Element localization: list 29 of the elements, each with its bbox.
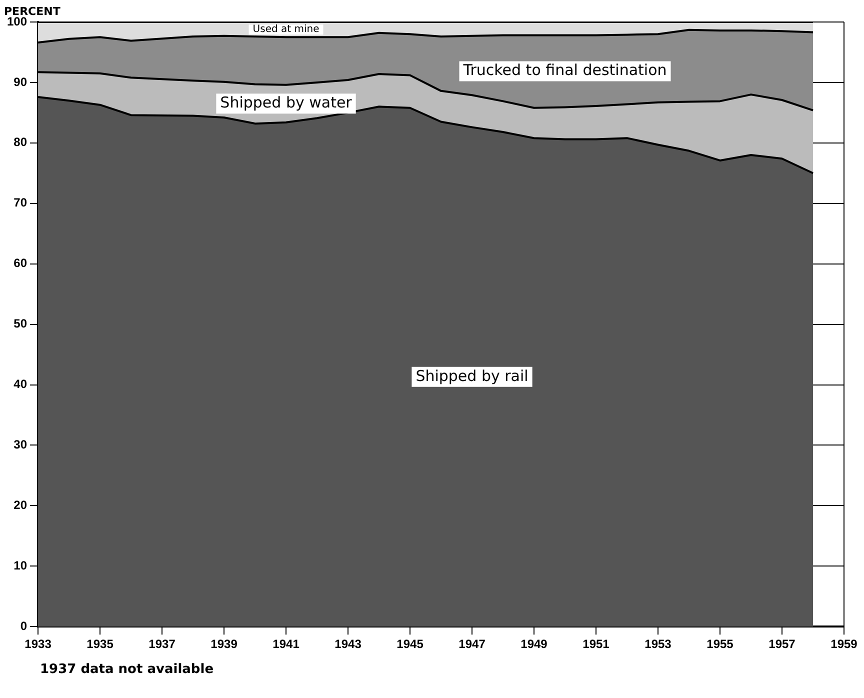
x-tick-label: 1957 <box>768 637 796 652</box>
x-tick-label: 1951 <box>582 637 610 652</box>
series-label: Shipped by rail <box>416 366 528 385</box>
y-tick-label: 70 <box>14 196 28 210</box>
x-tick-label: 1955 <box>706 637 734 652</box>
y-tick-label: 80 <box>14 135 28 150</box>
x-tick-label: 1937 <box>148 637 176 652</box>
series-label: Trucked to final destination <box>462 61 667 80</box>
x-tick-label: 1953 <box>644 637 672 652</box>
x-tick-label: 1943 <box>334 637 362 652</box>
x-tick-label: 1945 <box>396 637 424 652</box>
series-label: Used at mine <box>252 24 320 36</box>
x-tick-label: 1935 <box>86 637 114 652</box>
y-tick-label: 20 <box>14 498 28 512</box>
x-tick-label: 1947 <box>458 637 486 652</box>
x-tick-label: 1949 <box>520 637 548 652</box>
y-tick-label: 90 <box>14 74 28 89</box>
series-label: Shipped by water <box>220 94 353 112</box>
y-tick-label: 0 <box>20 618 28 633</box>
x-tick-label: 1941 <box>272 637 300 652</box>
y-tick-label: 60 <box>14 256 28 270</box>
y-tick-label: 40 <box>14 377 28 392</box>
x-tick-label: 1959 <box>830 637 858 652</box>
y-tick-label: 30 <box>14 438 28 452</box>
y-tick-label: 10 <box>14 558 28 572</box>
x-tick-label: 1939 <box>210 637 238 652</box>
x-tick-label: 1933 <box>24 637 52 652</box>
text: 1937 data not available <box>40 662 214 677</box>
y-tick-label: 50 <box>14 316 28 331</box>
